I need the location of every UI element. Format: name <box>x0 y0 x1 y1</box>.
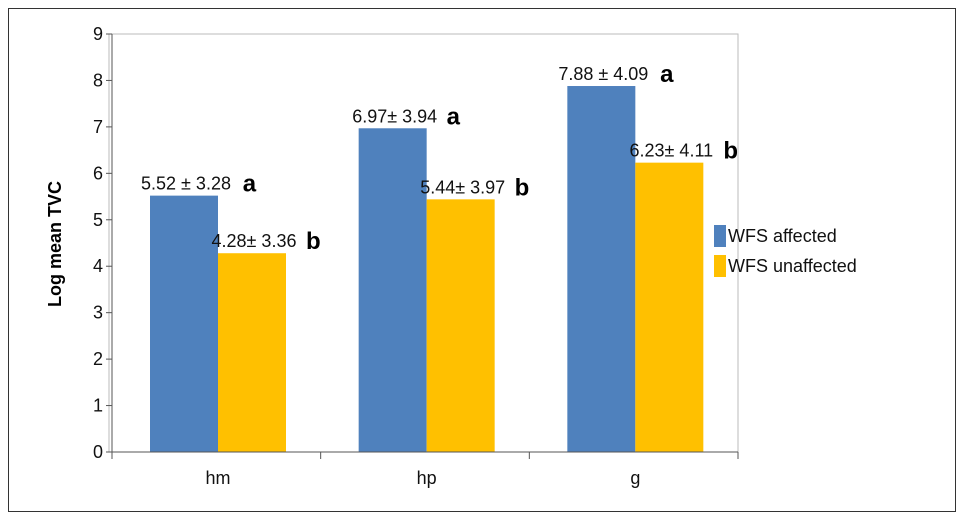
significance-letter-g-unaffected: b <box>723 138 738 165</box>
y-tick-label: 7 <box>93 117 103 137</box>
bar-g-unaffected <box>635 162 704 452</box>
y-tick-label: 0 <box>93 442 103 462</box>
x-tick-label-hm: hm <box>205 468 230 488</box>
legend: WFS affected WFS unaffected <box>714 225 857 277</box>
bar-chart: 5.52 ± 3.28 a 4.28± 3.36 b 6.97± 3.94 a 5.44± … <box>45 24 857 488</box>
legend-label-unaffected: WFS unaffected <box>728 256 857 276</box>
data-label-hp-unaffected: 5.44± 3.97 <box>420 177 505 197</box>
data-label-hm-affected: 5.52 ± 3.28 <box>141 174 231 194</box>
y-tick-label: 3 <box>93 303 103 323</box>
axes-group: 0 1 2 3 4 5 6 7 8 9 hm hp g <box>93 24 739 488</box>
data-label-g-unaffected: 6.23± 4.11 <box>630 141 714 161</box>
y-tick-label: 4 <box>93 256 103 276</box>
legend-label-affected: WFS affected <box>728 226 837 246</box>
y-axis-label: Log mean TVC <box>45 181 65 307</box>
bar-hm-unaffected <box>218 253 286 452</box>
y-tick-label: 8 <box>93 70 103 90</box>
bar-hp-affected <box>358 128 427 452</box>
bar-g-affected <box>567 86 636 453</box>
data-labels-group: 5.52 ± 3.28 a 4.28± 3.36 b 6.97± 3.94 a 5.44± … <box>141 61 738 255</box>
y-tick-label: 2 <box>93 349 103 369</box>
significance-letter-hp-affected: a <box>447 103 461 130</box>
legend-swatch-affected <box>714 225 726 247</box>
significance-letter-g-affected: a <box>660 61 674 88</box>
x-tick-label-g: g <box>630 468 640 488</box>
y-tick-label: 5 <box>93 210 103 230</box>
legend-swatch-unaffected <box>714 255 726 277</box>
y-tick-label: 1 <box>93 396 103 416</box>
data-label-g-affected: 7.88 ± 4.09 <box>558 64 648 84</box>
y-tick-label: 6 <box>93 163 103 183</box>
bars-group <box>150 86 704 453</box>
bar-hm-affected <box>150 195 218 453</box>
x-tick-label-hp: hp <box>417 468 437 488</box>
significance-letter-hp-unaffected: b <box>515 174 530 201</box>
significance-letter-hm-unaffected: b <box>306 228 321 255</box>
y-tick-label: 9 <box>93 24 103 44</box>
data-label-hm-unaffected: 4.28± 3.36 <box>212 231 297 251</box>
bar-hp-unaffected <box>426 199 495 452</box>
figure-frame: 5.52 ± 3.28 a 4.28± 3.36 b 6.97± 3.94 a 5.44± … <box>8 8 956 512</box>
significance-letter-hm-affected: a <box>243 171 257 198</box>
data-label-hp-affected: 6.97± 3.94 <box>352 106 437 126</box>
